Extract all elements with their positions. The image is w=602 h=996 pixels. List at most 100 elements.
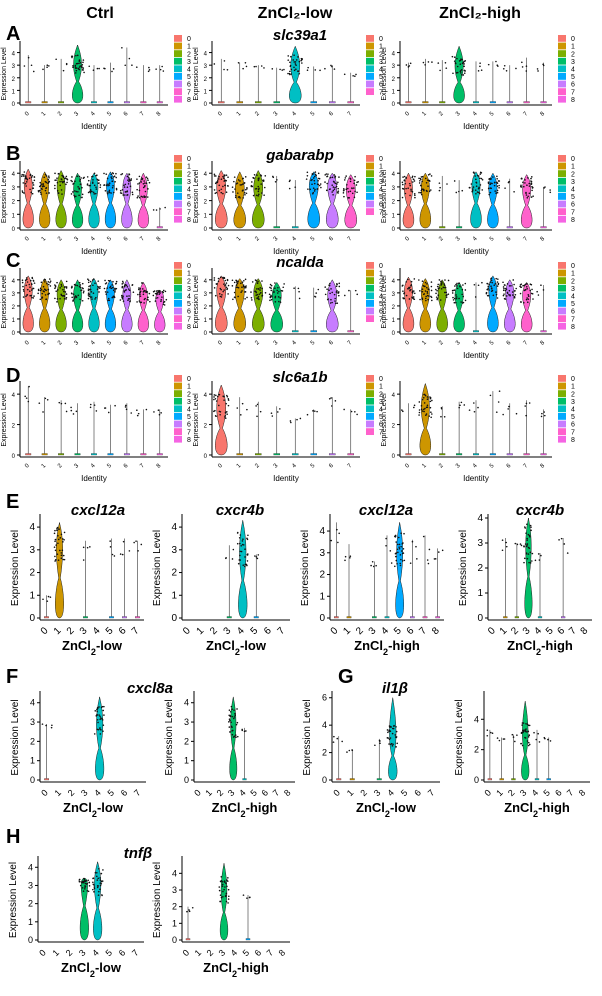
data-point — [314, 69, 317, 71]
data-point — [515, 412, 518, 415]
violin-cluster-4 — [473, 453, 479, 456]
data-point — [434, 558, 437, 560]
data-point — [89, 288, 92, 291]
y-tick-label: 0 — [204, 454, 208, 460]
data-point — [332, 741, 335, 743]
legend-label-3: 3 — [379, 399, 383, 406]
data-point — [230, 705, 233, 708]
data-point — [487, 285, 490, 288]
data-point — [239, 534, 242, 536]
data-point — [56, 553, 59, 556]
data-point — [138, 182, 141, 184]
data-point — [96, 718, 99, 721]
data-point — [526, 184, 528, 186]
x-tick-label: 6 — [506, 236, 513, 243]
data-point — [65, 296, 68, 299]
x-tick-label: 2 — [65, 625, 77, 637]
data-point — [95, 871, 98, 874]
data-point — [314, 188, 316, 191]
data-point — [112, 185, 114, 187]
data-point — [241, 728, 243, 731]
data-point — [101, 717, 103, 720]
data-point — [250, 296, 253, 299]
data-point — [58, 401, 61, 404]
data-point — [526, 287, 528, 290]
data-point — [540, 554, 542, 557]
data-point — [45, 289, 47, 292]
legend-label-1: 1 — [187, 44, 191, 51]
data-point — [317, 177, 320, 180]
data-point — [25, 295, 27, 298]
data-point — [114, 283, 117, 285]
data-point — [492, 294, 495, 297]
data-point — [430, 289, 433, 292]
data-point — [307, 188, 309, 190]
data-point — [336, 183, 338, 185]
data-point — [502, 413, 504, 416]
data-point — [97, 721, 99, 724]
legend-label-5: 5 — [187, 74, 191, 81]
data-point — [394, 734, 397, 736]
data-point — [71, 180, 73, 183]
violin-cluster-7 — [347, 101, 355, 104]
data-point — [54, 286, 57, 288]
violin-cluster-4 — [291, 330, 299, 333]
data-point — [115, 188, 118, 191]
data-point — [526, 301, 529, 304]
data-point — [110, 173, 113, 176]
data-point — [122, 300, 125, 302]
legend-swatch-5 — [558, 193, 566, 200]
data-point — [289, 70, 291, 73]
x-tick-label: 2 — [254, 111, 261, 118]
x-tick-label: 7 — [523, 111, 530, 118]
legend-swatch-5 — [174, 300, 182, 307]
x-tick-label: 7 — [347, 463, 354, 470]
x-tick-label: 6 — [412, 788, 423, 799]
data-point — [252, 194, 255, 197]
data-point — [351, 187, 353, 189]
data-point — [445, 291, 448, 294]
data-point — [130, 412, 133, 414]
legend-swatch-6 — [174, 200, 182, 208]
data-point — [274, 300, 277, 303]
legend-swatch-4 — [558, 185, 566, 193]
data-point — [136, 414, 139, 417]
violin-cluster-1 — [39, 278, 51, 333]
data-point — [411, 540, 414, 543]
data-point — [129, 185, 132, 188]
data-point — [396, 742, 398, 745]
violin-cluster-3 — [376, 778, 382, 781]
gene-title: slc6a1b — [272, 369, 327, 386]
data-point — [320, 186, 322, 189]
data-point — [425, 295, 427, 298]
data-point — [226, 879, 228, 881]
data-point — [234, 188, 236, 190]
data-point — [504, 298, 507, 300]
data-point — [329, 188, 331, 190]
data-point — [123, 290, 126, 292]
data-point — [146, 298, 149, 301]
legend-swatch-3 — [366, 177, 374, 185]
data-point — [259, 174, 262, 176]
data-point — [498, 184, 500, 187]
data-point — [418, 279, 420, 281]
x-tick-label: 1 — [195, 625, 207, 637]
data-point — [493, 184, 496, 187]
data-point — [271, 295, 273, 298]
data-point — [535, 738, 538, 741]
violin-cluster-0 — [405, 453, 412, 456]
data-point — [456, 57, 458, 60]
data-point — [111, 70, 113, 73]
data-point — [423, 189, 425, 192]
data-point — [530, 560, 533, 562]
data-point — [28, 177, 31, 179]
data-point — [337, 192, 339, 194]
data-point — [242, 538, 244, 540]
data-point — [223, 180, 226, 182]
data-point — [235, 194, 237, 197]
data-point — [95, 410, 98, 412]
data-point — [213, 279, 216, 281]
data-point — [32, 184, 35, 186]
data-point — [525, 545, 528, 548]
